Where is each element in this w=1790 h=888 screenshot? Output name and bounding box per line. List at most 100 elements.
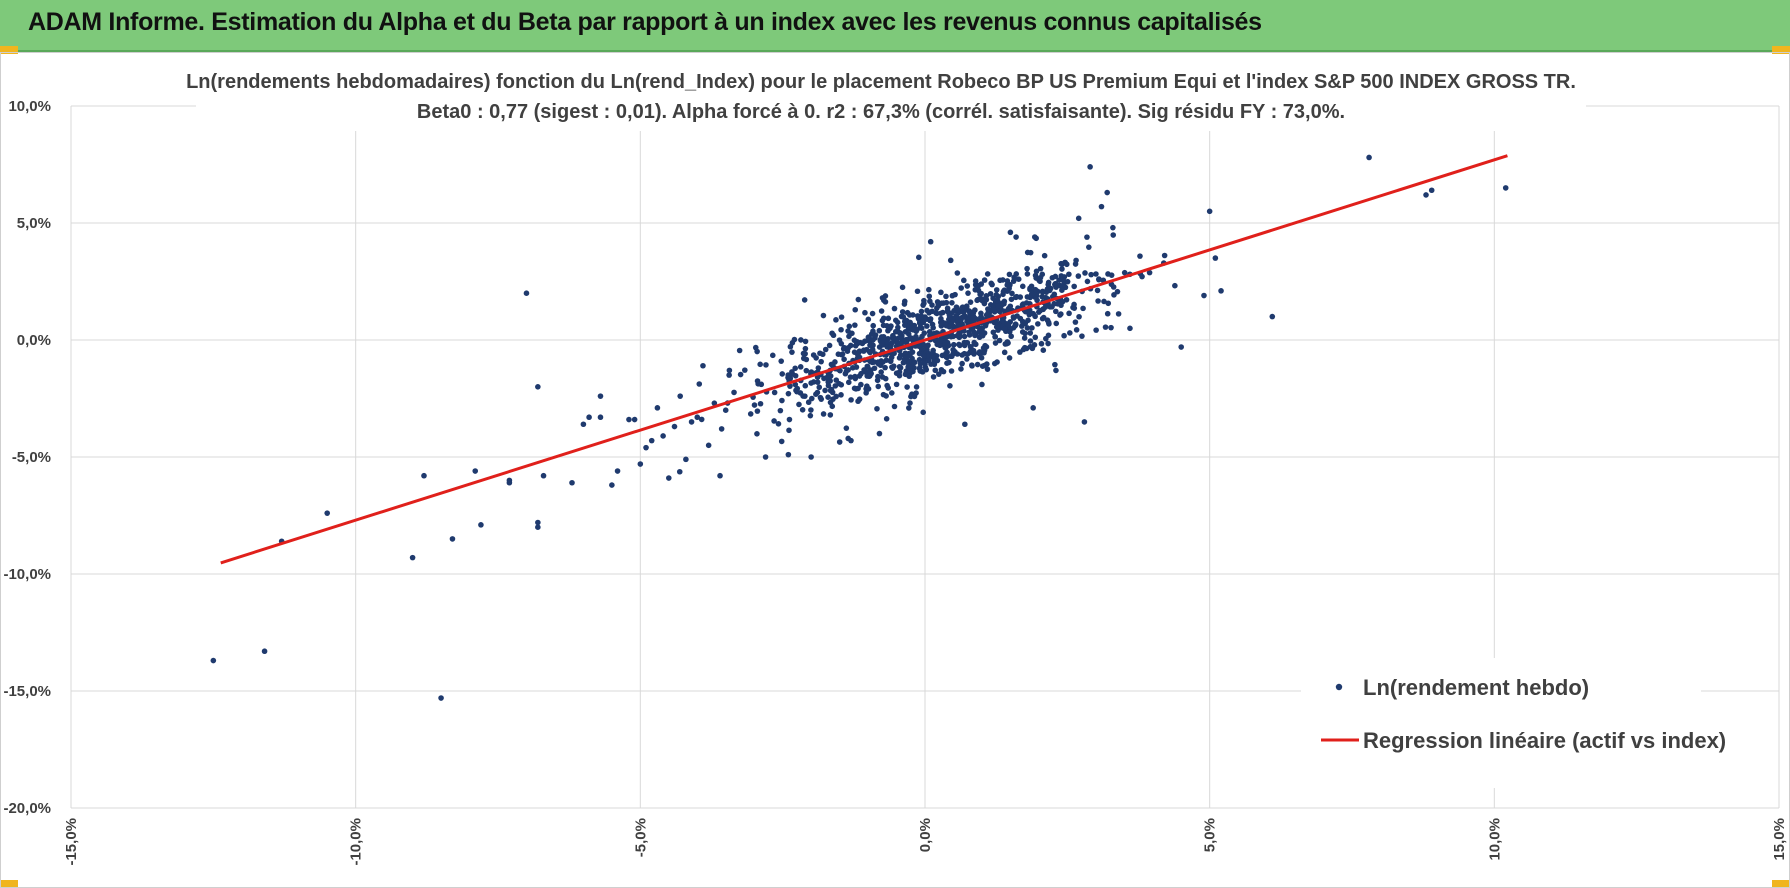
scatter-point bbox=[855, 296, 862, 303]
scatter-point bbox=[863, 386, 869, 392]
scatter-point bbox=[1020, 320, 1026, 326]
scatter-point bbox=[801, 297, 808, 303]
scatter-point bbox=[688, 419, 695, 425]
scatter-point bbox=[859, 340, 866, 347]
scatter-point bbox=[779, 371, 786, 377]
scatter-point bbox=[478, 522, 484, 528]
scatter-point bbox=[1005, 340, 1011, 346]
scatter-point bbox=[654, 405, 661, 411]
scatter-point bbox=[789, 349, 795, 355]
scatter-point bbox=[919, 369, 926, 375]
scatter-point bbox=[1086, 244, 1092, 250]
scatter-point bbox=[796, 401, 802, 408]
scatter-point bbox=[1056, 277, 1062, 283]
scatter-point bbox=[792, 365, 798, 372]
scatter-point bbox=[924, 323, 930, 329]
scatter-point bbox=[1051, 300, 1057, 307]
scatter-point bbox=[1006, 328, 1013, 335]
scatter-point bbox=[1053, 320, 1060, 327]
scatter-point bbox=[813, 355, 819, 361]
scatter-point bbox=[1030, 310, 1037, 317]
scatter-point bbox=[1052, 273, 1059, 280]
scatter-point bbox=[1178, 344, 1184, 350]
scatter-point bbox=[863, 346, 870, 353]
scatter-point bbox=[858, 370, 864, 377]
scatter-point bbox=[1080, 305, 1086, 312]
scatter-point bbox=[818, 396, 825, 402]
scatter-point bbox=[935, 302, 942, 309]
y-tick-label: -5,0% bbox=[12, 449, 51, 466]
scatter-point bbox=[1042, 304, 1049, 310]
scatter-point bbox=[800, 350, 807, 357]
scatter-point bbox=[946, 312, 953, 319]
scatter-point bbox=[1033, 268, 1040, 275]
scatter-point bbox=[775, 421, 782, 427]
scatter-point bbox=[802, 393, 808, 399]
scatter-point bbox=[1058, 273, 1065, 279]
scatter-point bbox=[535, 519, 541, 526]
scatter-point bbox=[717, 472, 723, 479]
scatter-point bbox=[856, 396, 863, 402]
scatter-point bbox=[814, 379, 821, 385]
scatter-point bbox=[1071, 283, 1077, 290]
scatter-point bbox=[1101, 298, 1107, 305]
scatter-point bbox=[1052, 281, 1058, 288]
scatter-point bbox=[1038, 340, 1045, 347]
x-tick-label: -15,0% bbox=[63, 818, 80, 866]
scatter-point bbox=[962, 421, 968, 428]
scatter-point bbox=[1019, 283, 1026, 290]
scatter-point bbox=[930, 325, 936, 331]
scatter-point bbox=[878, 358, 885, 364]
scatter-point bbox=[987, 290, 994, 297]
scatter-point bbox=[871, 365, 878, 372]
scatter-point bbox=[736, 347, 743, 354]
scatter-point bbox=[506, 479, 513, 486]
scatter-point bbox=[1033, 275, 1039, 281]
scatter-point bbox=[954, 270, 961, 276]
scatter-point bbox=[1094, 287, 1101, 294]
scatter-point bbox=[1105, 300, 1112, 307]
scatter-point bbox=[1004, 278, 1011, 284]
scatter-point bbox=[1071, 305, 1078, 311]
scatter-point bbox=[940, 309, 946, 316]
scatter-point bbox=[838, 382, 845, 388]
scatter-point bbox=[918, 325, 925, 332]
scatter-point bbox=[836, 439, 843, 445]
scatter-point bbox=[947, 257, 954, 264]
scatter-point bbox=[1059, 266, 1065, 272]
scatter-point bbox=[929, 302, 935, 308]
scatter-point bbox=[952, 291, 958, 298]
scatter-point bbox=[754, 431, 760, 437]
scatter-point bbox=[1006, 271, 1013, 278]
scatter-point bbox=[948, 368, 955, 374]
scatter-point bbox=[754, 408, 761, 414]
scatter-point bbox=[907, 400, 913, 406]
scatter-point bbox=[726, 367, 733, 374]
scatter-point bbox=[1024, 294, 1031, 300]
scatter-point bbox=[1066, 271, 1072, 278]
chart-title-background bbox=[196, 65, 1586, 131]
scatter-point bbox=[523, 290, 530, 296]
scatter-point bbox=[865, 316, 872, 323]
scatter-point bbox=[852, 375, 859, 382]
scatter-point bbox=[1004, 282, 1011, 288]
scatter-point bbox=[1037, 307, 1043, 314]
scatter-point bbox=[785, 390, 792, 397]
scatter-point bbox=[904, 309, 911, 316]
scatter-point bbox=[878, 308, 885, 314]
x-tick-label: 10,0% bbox=[1486, 818, 1503, 861]
scatter-point bbox=[757, 400, 764, 407]
scatter-point bbox=[1093, 327, 1099, 333]
scatter-point bbox=[938, 289, 944, 296]
scatter-point bbox=[990, 295, 996, 302]
y-tick-label: 5,0% bbox=[17, 215, 51, 232]
scatter-point bbox=[1017, 315, 1024, 322]
scatter-point bbox=[847, 374, 854, 380]
scatter-point bbox=[884, 338, 890, 345]
scatter-point bbox=[586, 414, 592, 421]
scatter-point bbox=[961, 277, 967, 284]
scatter-point bbox=[937, 319, 944, 326]
scatter-point bbox=[845, 367, 851, 373]
scatter-point bbox=[903, 354, 910, 360]
scatter-point bbox=[926, 293, 933, 300]
